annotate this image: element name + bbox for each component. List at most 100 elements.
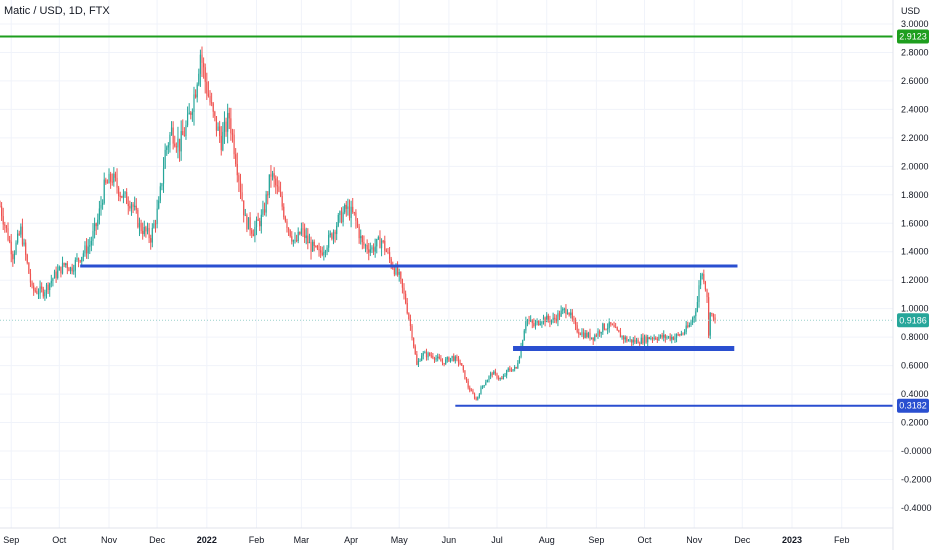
candle-body <box>363 242 365 246</box>
candle-body <box>541 321 543 324</box>
candle-body <box>26 254 28 263</box>
candle-body <box>212 103 214 112</box>
candle-body <box>531 320 533 324</box>
candle-body <box>552 317 554 320</box>
candle-body <box>408 313 410 320</box>
candle-body <box>424 352 426 354</box>
candle-body <box>164 149 166 169</box>
candle-body <box>520 346 522 358</box>
price-axis[interactable]: 3.0000 2.8000 2.6000 2.4000 2.2000 2.0000 1.80… <box>892 0 932 550</box>
candle-body <box>397 266 399 275</box>
candle-body <box>92 231 94 241</box>
candle-body <box>480 387 482 395</box>
candle-body <box>467 380 469 388</box>
candle-body <box>576 325 578 333</box>
candle-body <box>371 247 373 250</box>
candle-body <box>1 206 3 217</box>
candle-body <box>106 182 109 184</box>
candle-body <box>23 242 25 245</box>
horizontal-lines[interactable] <box>0 35 893 407</box>
candle-body <box>658 337 660 340</box>
candle-body <box>180 131 182 152</box>
candle-body <box>464 370 466 380</box>
candle-body <box>29 273 32 283</box>
candle-body <box>344 204 346 213</box>
candle-body <box>247 217 250 230</box>
candle-body <box>231 133 234 135</box>
candle-body <box>637 339 639 344</box>
candle-body <box>526 319 529 322</box>
candle-body <box>161 183 163 187</box>
candle-body <box>400 272 402 280</box>
x-tick-label: 2023 <box>782 535 802 545</box>
candle-body <box>65 263 67 266</box>
candle-body <box>238 175 240 182</box>
candle-body <box>126 192 128 204</box>
candle-body <box>592 337 594 341</box>
candle-body <box>230 118 232 134</box>
candle-body <box>648 337 650 340</box>
candle-body <box>265 194 267 213</box>
candle-body <box>148 227 150 239</box>
candle-body <box>135 205 137 210</box>
candle-body <box>13 253 16 260</box>
candle-body <box>113 173 115 183</box>
candle-body <box>57 270 59 278</box>
candle-body <box>275 178 277 186</box>
time-axis[interactable]: Sep Oct Nov Dec 2022 Feb Mar Apr May Jun Jul Aug Sep… <box>0 527 893 545</box>
candle-body <box>124 192 126 194</box>
candle-body <box>566 312 569 315</box>
candle-body <box>233 134 235 155</box>
x-tick-label: Feb <box>834 535 850 545</box>
candle-body <box>154 223 157 225</box>
candle-body <box>116 177 118 188</box>
candle-body <box>331 233 333 239</box>
candle-body <box>199 54 202 74</box>
candle-body <box>68 268 70 272</box>
candle-body <box>448 357 450 362</box>
candle-body <box>425 352 428 358</box>
candle-body <box>111 181 113 183</box>
candle-body <box>555 318 557 322</box>
candle-body <box>71 267 73 272</box>
candle-body <box>44 292 46 297</box>
x-tick-label: Nov <box>686 535 703 545</box>
candle-body <box>31 282 33 286</box>
candle-body <box>411 325 413 338</box>
candle-body <box>270 174 272 177</box>
candle-body <box>156 208 158 224</box>
candle-body <box>260 214 262 227</box>
candle-body <box>462 365 464 371</box>
candle-body <box>100 204 102 209</box>
candle-body <box>85 245 88 254</box>
x-tick-label: Dec <box>149 535 166 545</box>
candle-body <box>664 334 666 339</box>
candle-body <box>374 246 376 252</box>
candle-body <box>2 216 4 225</box>
candle-body <box>483 385 485 387</box>
candle-body <box>677 334 679 336</box>
candle-body <box>417 361 420 365</box>
price-badge-label: 2.9123 <box>899 31 927 41</box>
candle-body <box>523 330 525 341</box>
candle-body <box>356 220 359 227</box>
candle-body <box>196 84 198 98</box>
candle-body <box>714 317 716 321</box>
candle-body <box>472 390 474 394</box>
candle-body <box>645 336 647 343</box>
candle-body <box>151 227 153 243</box>
candle-body <box>259 220 261 227</box>
candle-body <box>129 206 131 209</box>
candle-body <box>409 319 412 326</box>
candle-body <box>257 219 259 221</box>
candle-body <box>159 186 161 201</box>
candle-body <box>63 262 65 266</box>
candle-body <box>379 236 381 249</box>
candle-body <box>621 335 623 338</box>
candle-body <box>554 317 556 319</box>
candle-body <box>0 206 1 208</box>
candle-body <box>459 363 461 365</box>
candle-body <box>50 280 52 284</box>
